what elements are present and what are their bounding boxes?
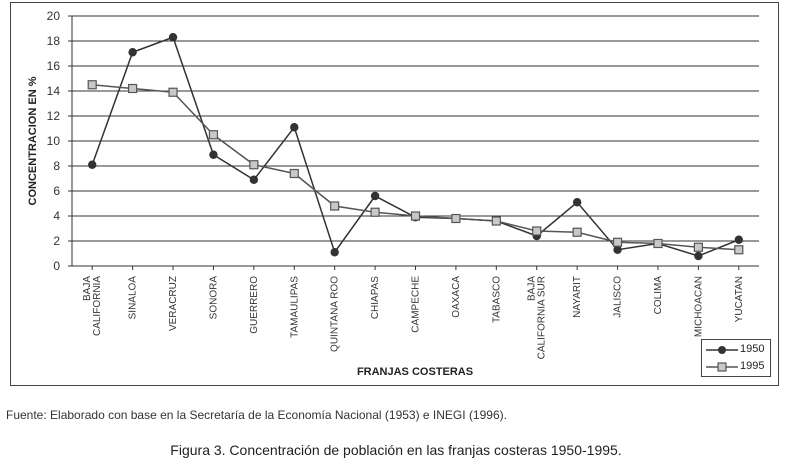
legend-item-1950: 1950 [702,342,772,358]
point-1995 [693,242,703,252]
x-tick-label: TAMAULIPAS [289,276,300,338]
point-1995 [491,216,501,226]
point-1950 [734,235,743,244]
x-tick-label: QUINTANA ROO [330,276,341,352]
point-1950 [88,160,97,169]
x-tick-label: COLIMA [653,276,664,315]
x-tick-label: BAJACALIFORNIA [82,276,103,336]
x-tick-label: YUCATAN [734,276,745,322]
point-1950 [290,123,299,132]
y-tick-label: 8 [53,159,60,173]
x-axis-title: FRANJAS COSTERAS [357,366,473,378]
point-1950 [168,33,178,42]
x-tick-label: GUERRERO [249,276,260,334]
legend-item-1995: 1995 [702,359,772,375]
chart-frame: 0 2 4 6 8 10 12 14 16 18 20 BAJACALIFORNIA SINALOA VE… [10,2,779,386]
point-1950 [370,191,380,201]
x-tick-label: CHIAPAS [370,276,381,319]
legend-label-1995: 1995 [740,360,765,372]
x-tick-label: TABASCO [491,276,502,323]
source-note: Fuente: Elaborado con base en la Secreta… [6,408,507,422]
y-tick-label: 10 [47,134,61,148]
point-1995 [330,201,340,211]
chart-legend: 1950 1995 [701,339,771,377]
y-tick-label: 12 [47,109,61,123]
legend-label-1950: 1950 [740,343,765,355]
point-1950 [128,48,137,57]
x-tick-label: JALISCO [613,276,624,318]
x-tick-label: NAYARIT [572,276,583,318]
x-tick-label: BAJACALIFORNIA SUR [527,276,548,360]
point-1995 [653,238,663,249]
point-1950 [694,251,703,261]
x-tick-label: SINALOA [128,276,139,320]
x-tick-label: OAXACA [451,276,462,318]
point-1995 [734,245,744,255]
y-tick-label: 16 [47,59,61,73]
point-1950 [249,175,259,184]
point-1950 [330,248,339,257]
point-1950 [572,198,582,207]
point-1995 [410,211,421,221]
point-1995 [451,213,461,224]
point-1995 [572,227,582,237]
series-line-1995 [92,84,739,251]
line-chart: 0 2 4 6 8 10 12 14 16 18 20 BAJACALIFORNIA SINALOA VE… [27,9,759,378]
x-tick-label: VERACRUZ [168,276,179,331]
figure-caption: Figura 3. Concentración de población en … [170,442,622,458]
y-tick-label: 6 [53,184,60,198]
point-1995 [128,83,138,94]
point-1995 [612,237,623,247]
y-axis-title: CONCENTRACION EN % [27,76,39,205]
point-1995 [532,226,542,236]
x-tick-label: CAMPECHE [411,276,422,333]
point-1995 [87,80,97,90]
point-1995 [289,168,299,179]
y-tick-label: 0 [53,259,60,273]
point-1995 [168,87,178,97]
point-1950 [209,150,218,159]
point-1995 [370,207,380,217]
point-1995 [249,160,259,170]
x-tick-label: MICHOACAN [693,276,704,337]
y-tick-label: 18 [47,34,61,48]
y-tick-label: 4 [53,209,60,223]
point-1995 [208,130,219,140]
point-1950 [613,245,622,254]
series-line-1950 [91,36,740,257]
y-tick-label: 14 [47,84,61,98]
x-tick-label: SONORA [208,276,219,320]
y-tick-label: 20 [47,9,61,23]
y-tick-label: 2 [53,234,60,248]
